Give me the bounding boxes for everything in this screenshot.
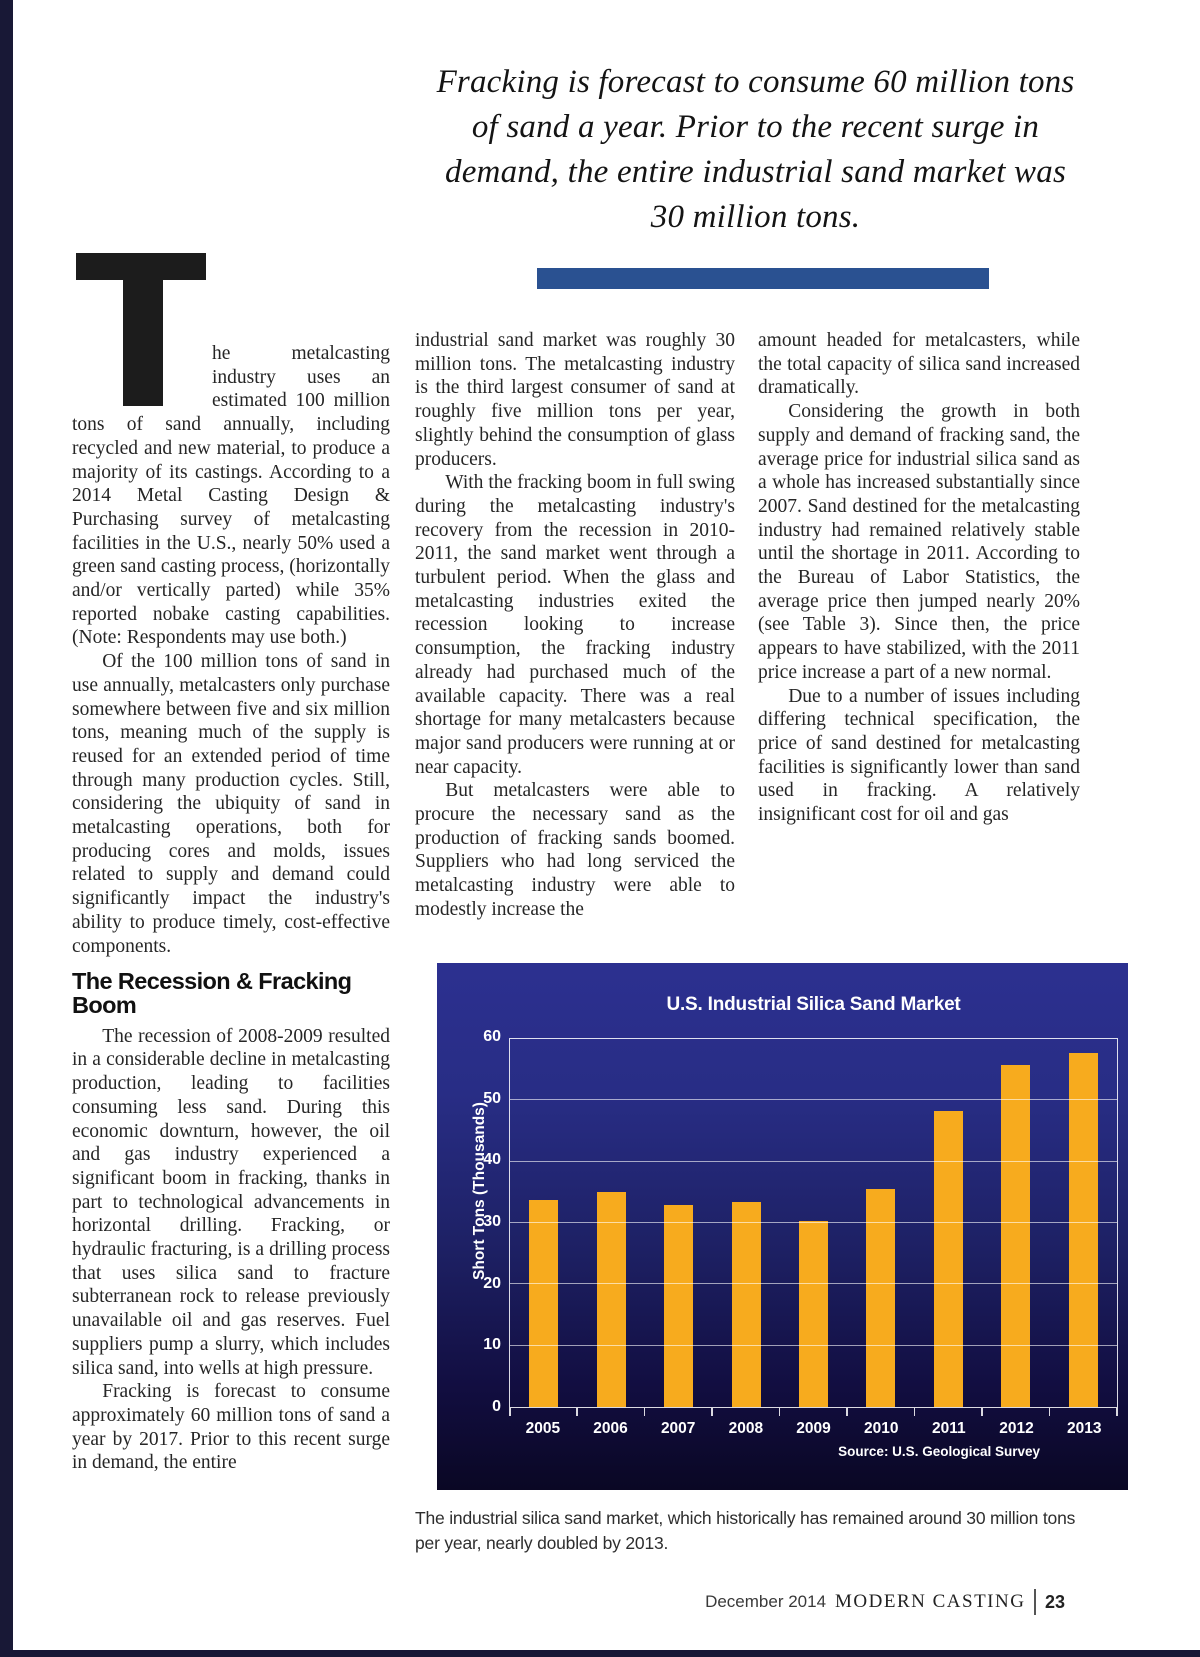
- x-axis-tick: [778, 1408, 781, 1416]
- y-tick-label: 40: [483, 1151, 501, 1169]
- chart-title: U.S. Industrial Silica Sand Market: [666, 994, 961, 1015]
- bar-slot-2013: [1050, 1039, 1117, 1407]
- page-left-border: [0, 0, 13, 1657]
- x-tick-label-2006: 2006: [593, 1420, 628, 1437]
- silica-sand-market-chart: U.S. Industrial Silica Sand Market Short…: [437, 963, 1128, 1490]
- footer-issue-date: December 2014: [705, 1592, 827, 1611]
- body-paragraph: Of the 100 million tons of sand in use a…: [72, 651, 390, 957]
- x-tick-label-2005: 2005: [525, 1420, 561, 1437]
- body-paragraph: amount headed for metalcasters, while th…: [758, 330, 1080, 399]
- x-tick-label-2012: 2012: [999, 1420, 1034, 1437]
- chart-x-axis-labels: 2005 2006 2007 2008 2009 2010 2011 2012 2013: [509, 1420, 1118, 1438]
- body-paragraph: Fracking is forecast to consume approxim…: [72, 1381, 390, 1474]
- body-paragraph: he metalcasting industry uses an estimat…: [72, 343, 390, 649]
- bar-slot-2005: [510, 1039, 577, 1407]
- x-axis-tick: [1048, 1408, 1051, 1416]
- x-axis-tick: [643, 1408, 646, 1416]
- bar-slot-2009: [780, 1039, 847, 1407]
- chart-source: Source: U.S. Geological Survey: [838, 1444, 1040, 1459]
- bar-2005: [529, 1200, 559, 1407]
- bar-slot-2012: [982, 1039, 1049, 1407]
- chart-gridline: [510, 1099, 1117, 1101]
- x-axis-tick: [576, 1408, 578, 1416]
- drop-cap-t-stem: [123, 280, 163, 406]
- text-column-1: he metalcasting industry uses an estimat…: [72, 253, 390, 1475]
- text-column-2: industrial sand market was roughly 30 mi…: [415, 329, 735, 922]
- bar-2013: [1068, 1052, 1098, 1407]
- footer-divider: [1034, 1589, 1036, 1615]
- x-tick-label-2008: 2008: [728, 1420, 764, 1437]
- drop-cap-letter-t: [72, 253, 212, 411]
- bar-2007: [664, 1204, 694, 1407]
- x-axis-tick: [981, 1408, 983, 1416]
- chart-plot-area: [509, 1038, 1118, 1416]
- y-tick-label: 60: [483, 1028, 501, 1045]
- section-heading: The Recession & Fracking Boom: [72, 968, 352, 1018]
- x-axis-tick: [913, 1408, 916, 1416]
- x-tick-label-2013: 2013: [1066, 1420, 1102, 1437]
- chart-gridline: [510, 1283, 1117, 1285]
- x-tick-label-2007: 2007: [660, 1420, 696, 1437]
- x-axis-tick: [846, 1408, 848, 1416]
- text-column-3: amount headed for metalcasters, while th…: [758, 329, 1080, 827]
- bar-2011: [933, 1110, 963, 1407]
- chart-caption: The industrial silica sand market, which…: [415, 1508, 1076, 1553]
- bar-2012: [1001, 1064, 1031, 1407]
- bar-slot-2011: [915, 1039, 982, 1407]
- page-bottom-border: [0, 1650, 1200, 1657]
- chart-gridline: [510, 1160, 1117, 1162]
- x-tick-label-2010: 2010: [863, 1420, 899, 1437]
- pull-quote: Fracking is forecast to consume 60 milli…: [436, 64, 1075, 235]
- bar-slot-2008: [712, 1039, 779, 1407]
- x-axis-tick: [509, 1408, 511, 1416]
- page-footer: December 2014 MODERN CASTING 23: [705, 1589, 1065, 1615]
- y-tick-label: 50: [483, 1089, 501, 1107]
- chart-y-axis-labels: 0 10 20 30 40 50 60: [459, 1028, 501, 1415]
- x-tick-label-2009: 2009: [796, 1420, 831, 1437]
- body-paragraph: With the fracking boom in full swing dur…: [415, 472, 735, 778]
- x-tick-label-2011: 2011: [932, 1420, 966, 1437]
- bar-slot-2007: [645, 1039, 712, 1407]
- y-tick-label: 20: [483, 1274, 501, 1292]
- body-paragraph: industrial sand market was roughly 30 mi…: [415, 330, 735, 470]
- y-tick-label: 0: [492, 1398, 501, 1415]
- chart-gridline: [510, 1222, 1117, 1223]
- footer-magazine-name: MODERN CASTING: [835, 1591, 1026, 1612]
- footer-page-number: 23: [1044, 1591, 1065, 1612]
- body-paragraph: Considering the growth in both supply an…: [758, 401, 1080, 683]
- body-paragraph: Due to a number of issues including diff…: [758, 685, 1080, 826]
- bar-slot-2006: [577, 1039, 644, 1407]
- chart-gridline: [510, 1344, 1117, 1346]
- bar-2009: [798, 1221, 828, 1407]
- y-tick-label: 30: [483, 1213, 501, 1230]
- x-axis-tick: [711, 1408, 713, 1416]
- body-paragraph: But metalcasters were able to procure th…: [415, 780, 735, 920]
- body-paragraph: The recession of 2008-2009 resulted in a…: [72, 1025, 390, 1379]
- bar-2006: [596, 1192, 626, 1407]
- accent-bar: [537, 268, 989, 289]
- bar-2008: [731, 1201, 761, 1407]
- x-axis-tick: [1116, 1408, 1118, 1416]
- chart-bars: [510, 1039, 1117, 1407]
- drop-cap-t-bar: [76, 253, 206, 280]
- bar-slot-2010: [847, 1039, 914, 1407]
- y-tick-label: 10: [483, 1336, 501, 1354]
- bar-2010: [866, 1189, 896, 1407]
